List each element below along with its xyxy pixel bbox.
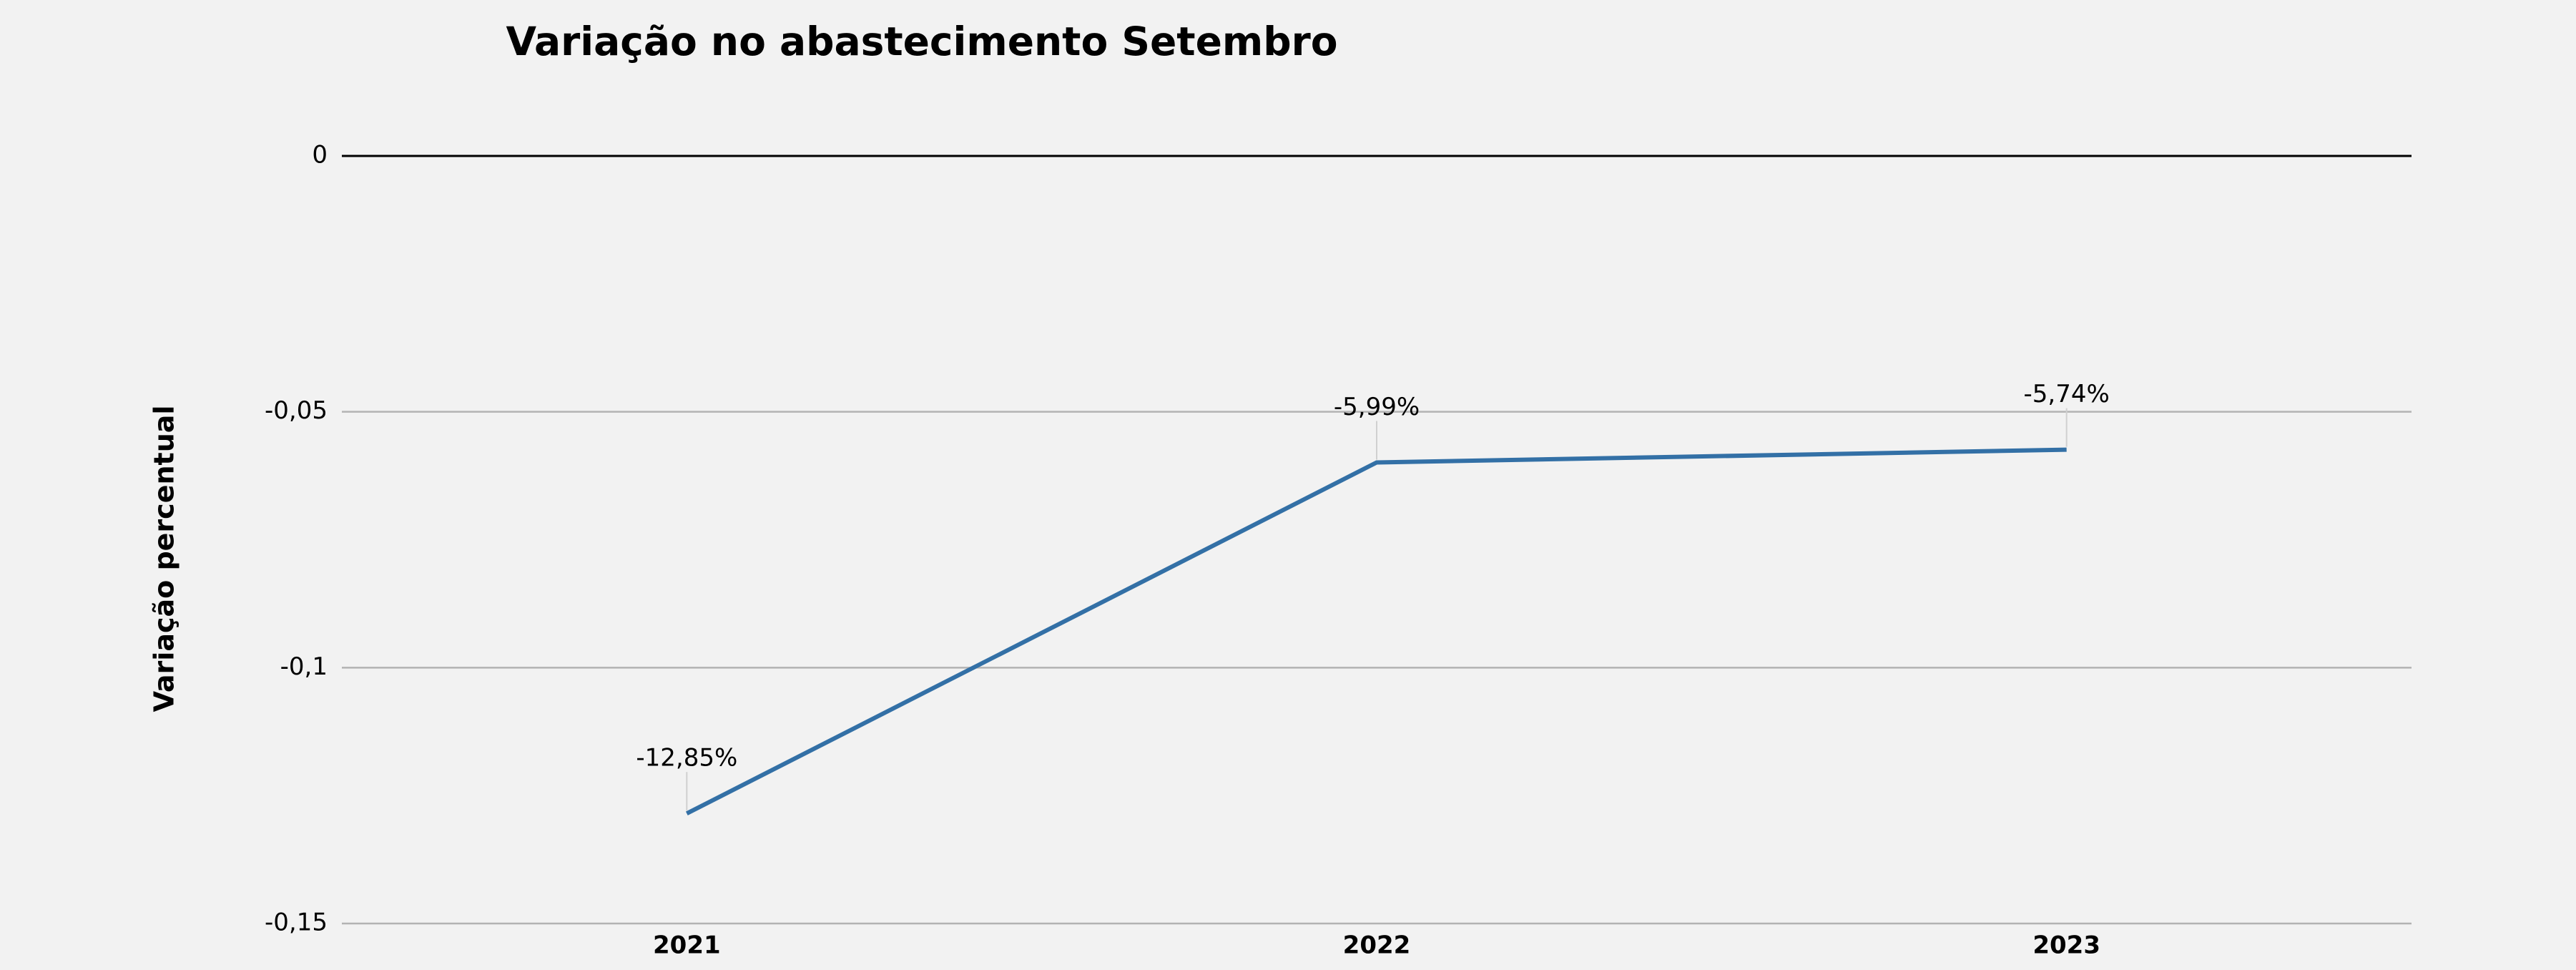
- y-tick-label: -0,05: [265, 396, 328, 425]
- y-tick-label: -0,1: [280, 652, 328, 681]
- chart-title: Variação no abastecimento Setembro: [506, 19, 1338, 64]
- line: [685, 447, 2067, 815]
- x-tick-label: 2022: [1343, 931, 1411, 960]
- x-tick-label: 2023: [2032, 931, 2100, 960]
- data-label: -12,85%: [636, 744, 737, 773]
- y-tick-label: -0,15: [265, 908, 328, 937]
- data-label: -5,99%: [1334, 393, 1420, 421]
- x-tick-label: 2021: [653, 931, 721, 960]
- data-label: -5,74%: [2024, 380, 2110, 408]
- y-axis-label: Variação percentual: [149, 406, 180, 712]
- y-tick-label: 0: [312, 141, 328, 170]
